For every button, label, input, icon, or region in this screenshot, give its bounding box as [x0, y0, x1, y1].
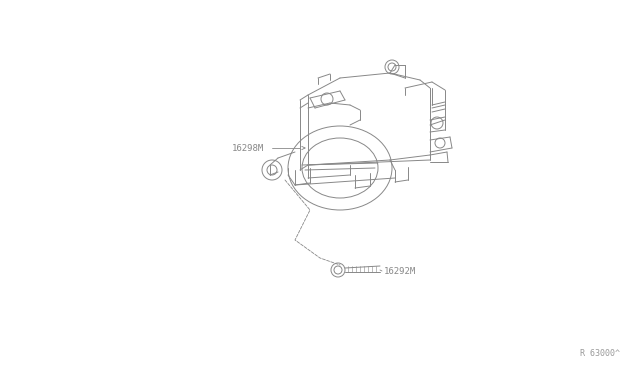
Text: R 63000^: R 63000^	[580, 349, 620, 358]
Text: 16292M: 16292M	[384, 266, 416, 276]
Text: 16298M: 16298M	[232, 144, 264, 153]
